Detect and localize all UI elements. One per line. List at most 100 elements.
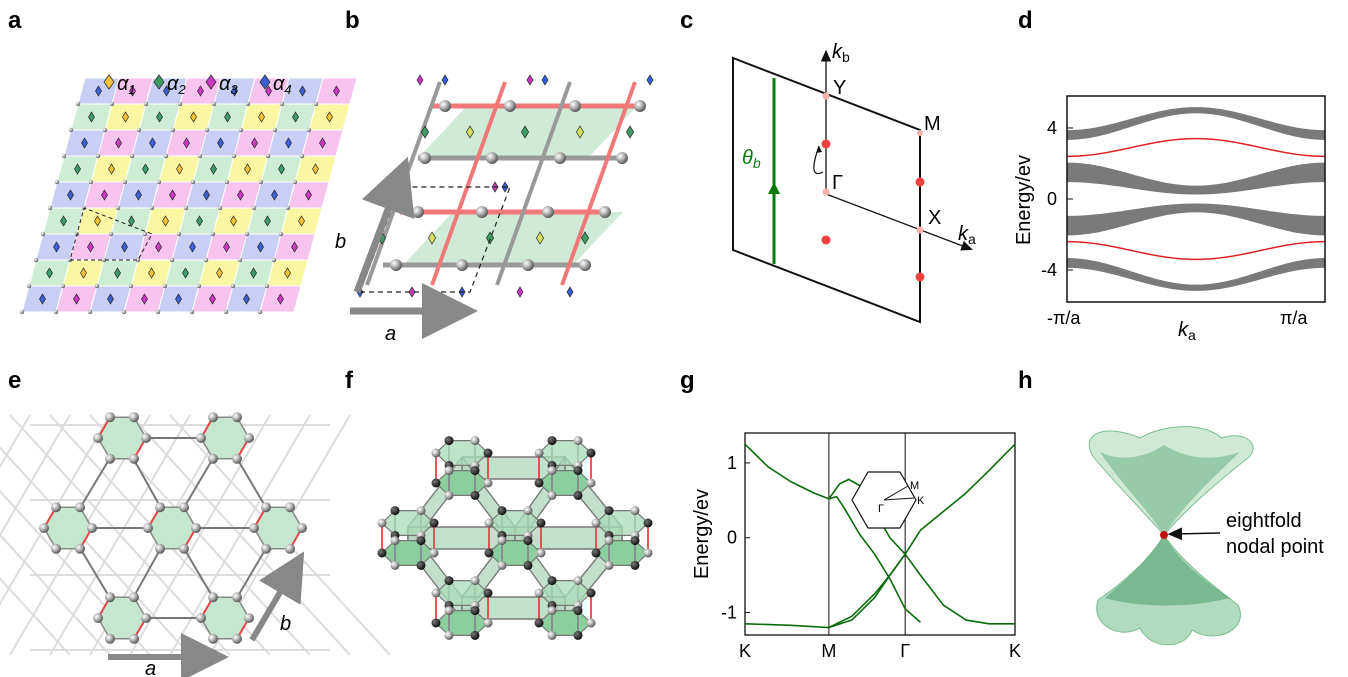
atom <box>534 448 544 458</box>
hexagon <box>43 506 93 550</box>
lattice-site <box>94 283 100 289</box>
atom <box>129 453 139 464</box>
panel-d-xlabel: ka <box>1178 319 1196 343</box>
kb-label: kb <box>832 41 850 65</box>
diamond-marker-icon <box>183 137 190 149</box>
ka-label: ka <box>958 223 976 247</box>
atom <box>630 506 640 516</box>
atom <box>591 548 601 558</box>
nodal-point-arrow <box>1167 527 1221 541</box>
atom <box>244 613 254 623</box>
atom <box>497 506 507 516</box>
lattice-site <box>170 127 176 133</box>
atom <box>476 206 488 218</box>
lattice-site <box>292 179 298 185</box>
y-tick-label: 0 <box>727 528 737 548</box>
atom <box>591 518 601 528</box>
lattice-site <box>204 127 210 133</box>
diamond-marker-icon <box>53 241 60 253</box>
atom <box>208 592 218 603</box>
diamond-marker-icon <box>278 163 285 175</box>
atom <box>604 560 614 570</box>
atom <box>75 543 85 554</box>
lattice-site <box>54 179 60 185</box>
x-tick-label: K <box>739 641 751 661</box>
lattice-site <box>121 309 127 315</box>
atom <box>261 502 271 513</box>
diamond-marker-icon <box>257 241 264 253</box>
atom <box>179 543 189 554</box>
lattice-site <box>278 231 284 237</box>
diamond-marker-icon <box>258 111 265 123</box>
lattice-site <box>183 205 189 211</box>
lattice-site <box>149 205 155 211</box>
panel-b-lattice <box>356 74 654 298</box>
diamond-marker-icon <box>162 215 169 227</box>
diamond-marker-icon <box>60 215 67 227</box>
lattice-site <box>211 101 217 107</box>
atom <box>470 576 480 586</box>
atom <box>439 100 451 112</box>
panel-label-a: a <box>8 7 22 34</box>
diamond-marker-icon <box>575 125 585 139</box>
atom <box>208 412 218 423</box>
panel-h-cones: eightfold nodal point <box>1089 426 1324 646</box>
panel-b-axis-a: a <box>385 323 396 345</box>
lattice-site <box>115 205 121 211</box>
diamond-marker-icon <box>305 189 312 201</box>
diamond-marker-icon <box>535 231 545 245</box>
lattice-site <box>177 101 183 107</box>
panel-a-lattice <box>19 77 358 315</box>
atom <box>573 490 583 500</box>
diamond-marker-icon <box>203 189 210 201</box>
lattice-site <box>264 283 270 289</box>
atom <box>470 436 480 446</box>
lattice-site <box>163 153 169 159</box>
gray-band <box>1067 107 1325 140</box>
diamond-marker-icon <box>46 267 53 279</box>
gray-band <box>1067 203 1325 236</box>
atom <box>547 436 557 446</box>
atom <box>429 518 439 528</box>
lattice-site <box>88 179 94 185</box>
diamond-marker-icon <box>175 293 182 305</box>
lattice-site <box>279 101 285 107</box>
atom <box>573 606 583 616</box>
atom <box>534 478 544 488</box>
diamond-marker-icon <box>237 189 244 201</box>
atom <box>630 560 640 570</box>
panel-g-frame <box>744 432 1016 636</box>
x-tick-label: π/a <box>1280 308 1308 328</box>
y-tick-label: 1 <box>727 453 737 473</box>
atom <box>431 448 441 458</box>
atom <box>542 206 554 218</box>
atom <box>630 536 640 546</box>
bz-boundary <box>732 56 921 324</box>
y-tick-label: -4 <box>1041 260 1057 280</box>
diamond-marker-icon <box>73 293 80 305</box>
lattice-site <box>217 205 223 211</box>
lattice-site <box>203 257 209 263</box>
panel-e-axis-a: a <box>145 658 156 677</box>
legend-alpha2: α2 <box>167 73 186 97</box>
atom <box>523 506 533 516</box>
panel-label-f: f <box>345 367 354 394</box>
atom <box>141 613 151 623</box>
alpha3-diamond-icon <box>205 74 217 90</box>
lower-cone-inner <box>1105 535 1230 606</box>
lattice-site <box>61 153 67 159</box>
vertical-bond <box>560 81 637 286</box>
diamond-marker-icon <box>646 74 654 86</box>
atom <box>444 466 454 476</box>
X-point <box>916 226 924 234</box>
diamond-marker-icon <box>67 189 74 201</box>
atom <box>486 152 498 164</box>
atom <box>431 588 441 598</box>
diamond-marker-icon <box>520 125 530 139</box>
theta-label: θb <box>742 147 761 171</box>
lattice-site <box>142 231 148 237</box>
diamond-marker-icon <box>298 215 305 227</box>
panel-e-honeycomb <box>0 412 391 656</box>
lattice-site <box>223 309 229 315</box>
M-label: M <box>924 113 941 135</box>
